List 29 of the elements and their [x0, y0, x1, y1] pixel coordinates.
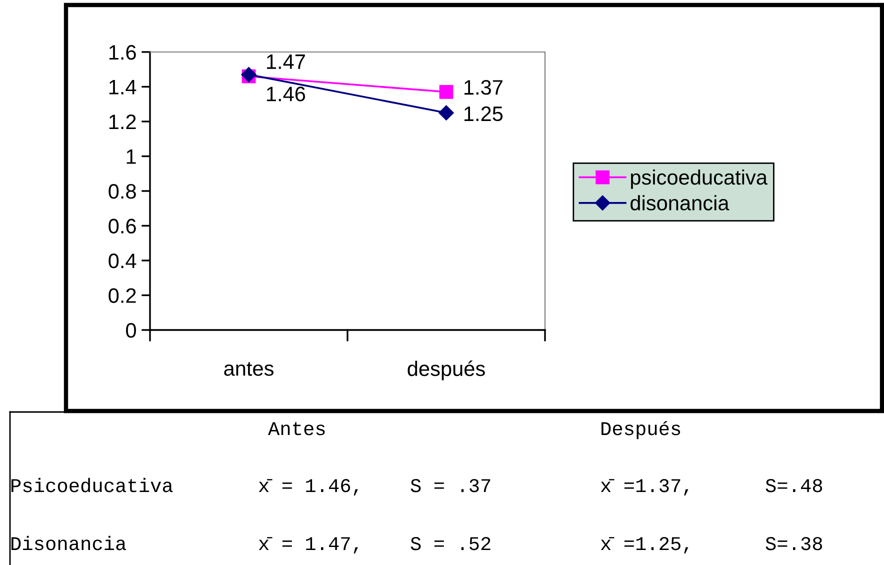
- y-tick-label: 0.6: [108, 218, 136, 234]
- y-tick-label: 0.2: [108, 288, 136, 304]
- text: x̄ = 1.46,: [258, 479, 358, 496]
- legend-label: disonancia: [630, 195, 730, 210]
- y-tick-label: 0: [126, 323, 136, 338]
- text: Disonancia: [12, 536, 126, 550]
- x-tick-label: después: [408, 360, 485, 380]
- text: S = .52: [410, 537, 490, 550]
- data-label: 1.47: [267, 54, 305, 69]
- data-label: 1.46: [267, 86, 306, 102]
- text: S = .37: [410, 479, 490, 492]
- text: Psicoeducativa: [12, 478, 173, 492]
- y-tick-label: 0.8: [108, 184, 136, 199]
- data-label: 1.25: [464, 106, 503, 122]
- text: S=.48: [766, 479, 822, 492]
- y-tick-label: 1.4: [109, 80, 136, 94]
- y-tick-label: 1.6: [109, 45, 136, 60]
- text: x̄ = 1.47,: [258, 537, 358, 554]
- y-tick-label: 0.4: [108, 254, 136, 268]
- text: Después: [602, 421, 680, 440]
- y-tick-label: 1.2: [109, 114, 136, 130]
- y-tick-label: 1: [126, 149, 136, 164]
- text: x̄ =1.37,: [600, 479, 688, 496]
- text: x̄ =1.25,: [600, 537, 688, 554]
- text: S=.38: [766, 537, 822, 550]
- text: Antes: [268, 422, 325, 436]
- legend-label: psicoeducativa: [631, 169, 768, 189]
- x-tick-label: antes: [224, 362, 274, 376]
- data-label: 1.37: [464, 80, 502, 95]
